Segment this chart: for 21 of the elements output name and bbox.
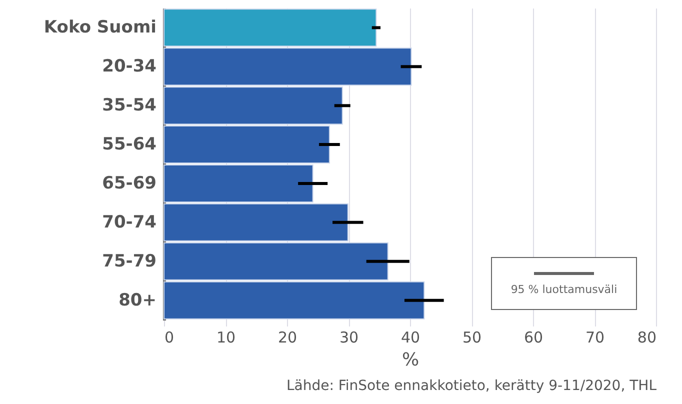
x-tick-label: 0 <box>164 328 174 346</box>
x-tick-label: 20 <box>278 328 298 346</box>
text: Lähde: FinSote ennakkotieto, kerätty 9-11/2020, THL <box>286 378 657 394</box>
x-tick-label: 60 <box>524 328 544 346</box>
y-tick-label: 35-54 <box>102 96 157 116</box>
x-tick-label: 70 <box>585 328 605 346</box>
x-tick-label: 10 <box>216 328 236 346</box>
annotation: 95 % luottamusväli <box>510 283 618 296</box>
y-tick-label: 75-79 <box>102 251 156 272</box>
x-tick-label: 50 <box>462 328 482 346</box>
y-tick-label: 20-34 <box>102 56 157 77</box>
y-tick-label: 55-64 <box>102 134 157 155</box>
y-tick-label: 65-69 <box>102 173 156 194</box>
x-tick-label: 40 <box>400 328 420 346</box>
y-tick-label: 80+ <box>118 290 156 310</box>
legend-box: 95 % luottamusväli <box>491 257 637 310</box>
x-axis-title: % <box>402 350 420 370</box>
y-tick-label: Koko Suomi <box>44 18 156 38</box>
y-tick-label: 70-74 <box>102 212 157 232</box>
x-tick-label: 80 <box>637 328 656 346</box>
x-tick-label: 30 <box>339 328 359 346</box>
